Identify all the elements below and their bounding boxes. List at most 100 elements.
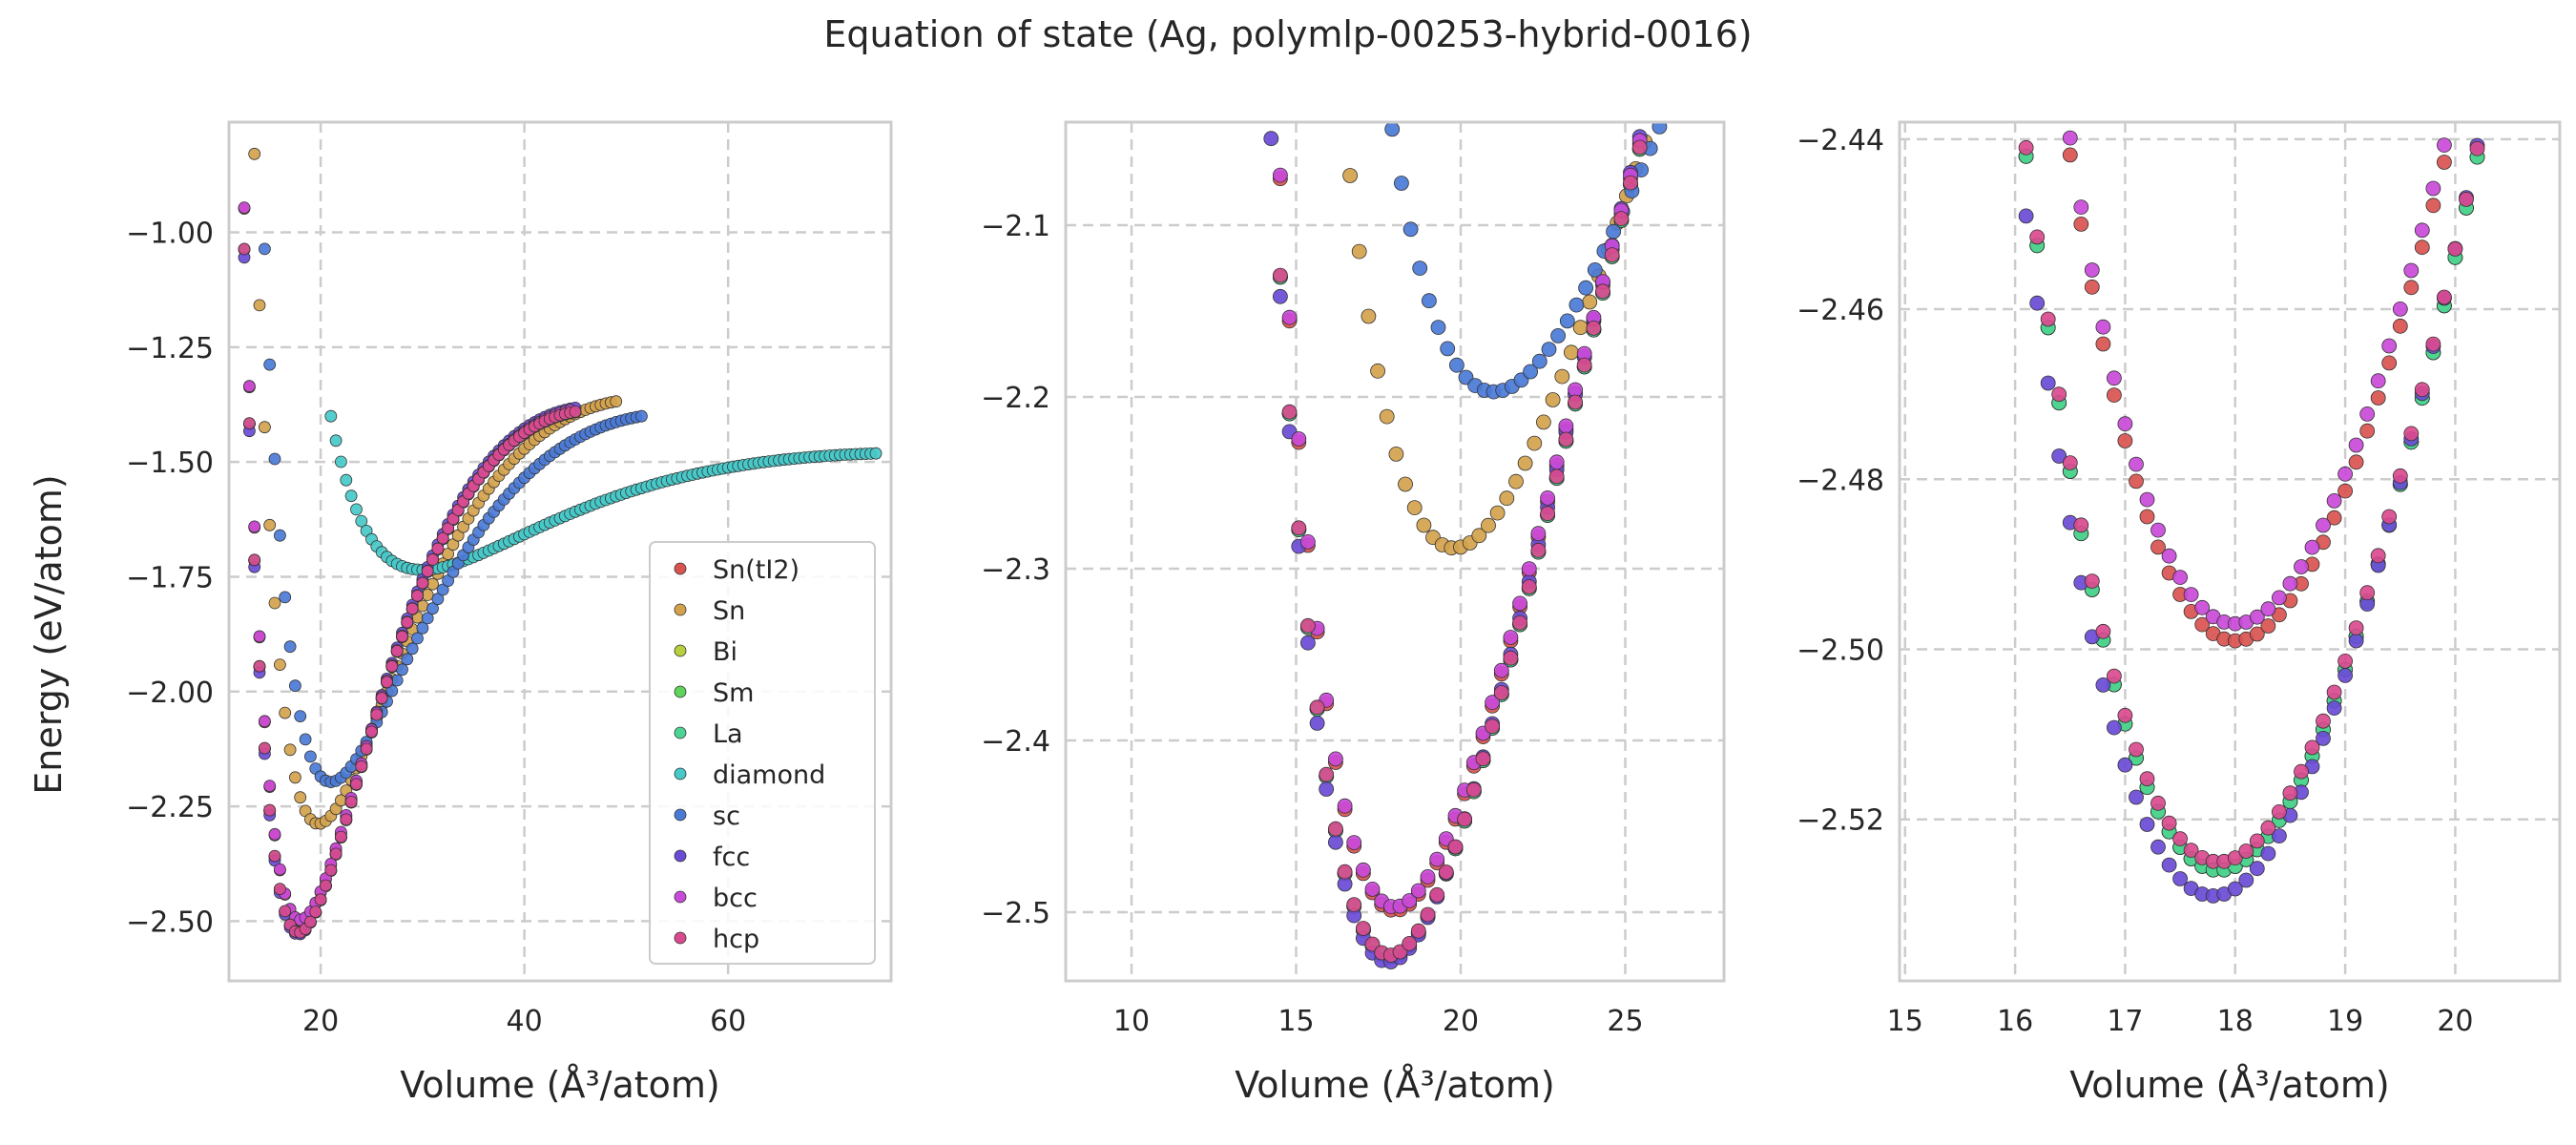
- point-hcp: [2294, 763, 2309, 780]
- point-sn: [294, 791, 307, 804]
- point-hcp: [1604, 247, 1620, 263]
- legend-label: Bi: [713, 637, 737, 667]
- point-sc: [1422, 293, 1437, 309]
- point-hcp: [1291, 520, 1307, 536]
- point-snti2: [2403, 280, 2420, 296]
- point-hcp: [1309, 699, 1325, 716]
- point-hcp: [1410, 923, 1426, 939]
- point-fcc: [2040, 375, 2056, 391]
- point-sc: [263, 358, 277, 371]
- point-fcc: [1273, 288, 1288, 304]
- point-sn: [1471, 528, 1487, 544]
- point-diamond: [344, 489, 358, 503]
- x-axis-label: Volume (Å³/atom): [2069, 1064, 2390, 1106]
- point-sc: [288, 679, 301, 693]
- point-hcp: [2337, 654, 2354, 669]
- point-hcp: [2029, 229, 2046, 245]
- point-diamond: [329, 434, 343, 448]
- y-tick-label: −1.25: [126, 332, 214, 365]
- point-hcp: [1447, 839, 1464, 855]
- y-tick-label: −2.25: [126, 791, 214, 824]
- point-hcp: [2370, 548, 2386, 564]
- point-snti2: [2117, 433, 2133, 448]
- point-bcc: [258, 715, 271, 728]
- x-tick-label: 18: [2217, 1005, 2254, 1038]
- point-hcp: [2172, 831, 2189, 846]
- point-fcc: [2238, 872, 2254, 888]
- y-tick-label: −2.3: [981, 553, 1050, 587]
- point-fcc: [2271, 828, 2287, 843]
- point-sc: [421, 612, 434, 625]
- point-sn: [1582, 294, 1598, 310]
- point-fcc: [2348, 633, 2364, 649]
- point-hcp: [2392, 468, 2408, 484]
- point-sn: [273, 658, 286, 671]
- point-diamond: [340, 473, 353, 487]
- point-snti2: [2249, 626, 2265, 642]
- point-sn: [1545, 392, 1561, 407]
- point-hcp: [1429, 886, 1445, 903]
- point-hcp: [1465, 781, 1482, 798]
- point-bcc: [2073, 199, 2089, 216]
- point-hcp: [2304, 739, 2320, 756]
- y-tick-label: −2.52: [1797, 804, 1884, 838]
- point-sn: [268, 596, 281, 610]
- point-snti2: [2370, 390, 2386, 406]
- point-snti2: [2326, 510, 2342, 526]
- point-sn: [1388, 446, 1404, 462]
- point-diamond: [334, 455, 347, 468]
- point-hcp: [355, 760, 368, 773]
- x-axis-label: Volume (Å³/atom): [400, 1064, 720, 1106]
- point-fcc: [2260, 845, 2276, 862]
- legend-marker: [674, 931, 687, 945]
- point-hcp: [2227, 850, 2243, 865]
- point-sn: [1351, 243, 1367, 260]
- point-bcc: [2316, 517, 2331, 533]
- point-hcp: [426, 553, 439, 566]
- point-hcp: [1558, 431, 1574, 448]
- point-bcc: [242, 380, 256, 393]
- point-sc: [299, 733, 312, 746]
- point-hcp: [2271, 804, 2287, 820]
- point-hcp: [2469, 140, 2485, 156]
- point-fcc: [2150, 839, 2166, 855]
- legend-marker: [674, 849, 687, 863]
- point-sc: [294, 710, 307, 722]
- legend-marker: [674, 603, 687, 616]
- point-hcp: [2425, 336, 2441, 352]
- point-bcc: [2304, 539, 2320, 555]
- point-bcc: [248, 520, 261, 533]
- point-hcp: [1631, 139, 1648, 156]
- point-hcp: [1475, 751, 1491, 767]
- point-hcp: [436, 531, 449, 545]
- point-hcp: [370, 708, 384, 721]
- y-tick-label: −2.50: [126, 906, 214, 939]
- point-hcp: [2414, 382, 2430, 398]
- point-sc: [1568, 297, 1585, 313]
- legend-label: Sm: [713, 678, 754, 708]
- point-bcc: [2425, 180, 2441, 197]
- point-hcp: [2316, 713, 2331, 729]
- point-snti2: [2348, 454, 2364, 470]
- x-tick-label: 20: [2437, 1005, 2473, 1038]
- point-fcc: [2095, 677, 2111, 693]
- point-sn: [426, 577, 439, 591]
- point-hcp: [1503, 650, 1519, 666]
- point-bcc: [1291, 431, 1307, 447]
- point-bcc: [2095, 319, 2111, 335]
- point-sn: [1536, 414, 1551, 430]
- point-sc: [635, 409, 648, 423]
- point-bcc: [2359, 406, 2376, 422]
- point-fcc: [2018, 208, 2034, 224]
- point-hcp: [1568, 394, 1583, 410]
- point-snti2: [2436, 155, 2452, 170]
- point-hcp: [1346, 897, 1362, 912]
- point-bcc: [253, 630, 266, 643]
- point-bcc: [1540, 490, 1555, 506]
- legend-marker: [674, 890, 687, 904]
- point-hcp: [1420, 906, 1436, 923]
- points-layer: [238, 147, 883, 941]
- point-bcc: [238, 201, 251, 215]
- point-hcp: [258, 741, 271, 755]
- point-sn: [258, 421, 271, 434]
